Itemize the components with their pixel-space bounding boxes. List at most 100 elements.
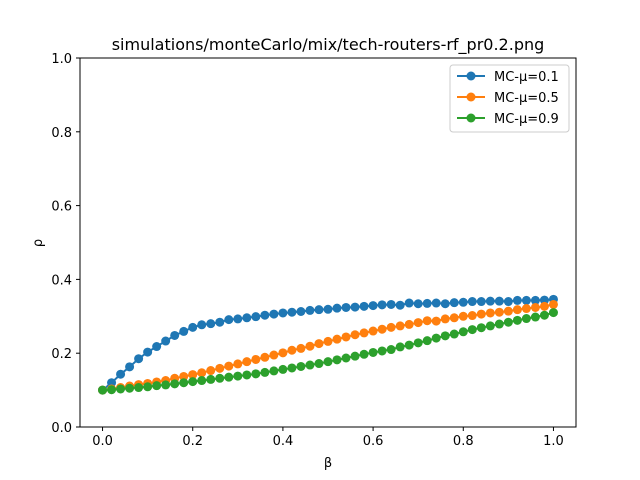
data-point [422,336,432,346]
data-point [179,326,189,336]
data-point [413,299,423,309]
data-point [521,295,531,305]
data-point [206,374,216,384]
y-tick-label: 0.8 [51,126,72,141]
data-point [224,315,234,325]
data-point [170,330,180,340]
legend-item: MC-μ=0.9 [457,112,559,127]
data-point [260,310,270,320]
data-point [116,369,126,379]
data-point [242,313,252,323]
data-point [134,383,144,393]
data-point [314,339,324,349]
data-point [530,295,540,305]
data-point [494,319,504,329]
legend-item: MC-μ=0.1 [457,70,559,85]
axes-layer: 0.0 0.2 0.4 0.6 0.8 1.0 0.0 0.2 0.4 0.6 0.8 1.0 [51,52,577,449]
legend: MC-μ=0.1 MC-μ=0.5 MC-μ=0.9 [449,64,570,133]
plot-frame [79,57,577,428]
data-point [476,297,486,307]
data-point [287,307,297,317]
data-point [548,299,558,309]
y-tick-label: 0.0 [51,421,72,436]
legend-label: MC-μ=0.5 [494,91,559,106]
data-point [278,348,288,358]
data-point [296,361,306,371]
data-point [323,357,333,367]
data-point [152,342,162,352]
data-point [233,359,243,369]
data-point [233,314,243,324]
data-point [269,309,279,319]
data-point [251,354,261,364]
data-point [413,318,423,328]
data-point [332,355,342,365]
data-point [215,363,225,373]
data-point [395,321,405,331]
data-point [206,366,216,376]
data-point [503,317,513,327]
data-point [188,377,198,387]
x-tick-label: 0.0 [92,434,113,449]
x-tick-label: 0.4 [273,434,294,449]
data-point [467,325,477,335]
data-point [413,338,423,348]
data-point [350,302,360,312]
data-point [134,354,144,364]
legend-marker [466,71,476,81]
data-point [332,303,342,313]
data-point [440,299,450,309]
data-point [161,336,171,346]
data-point [341,302,351,312]
data-point [287,345,297,355]
data-point [224,361,234,371]
data-point [404,319,414,329]
data-point [341,332,351,342]
data-point [260,352,270,362]
data-point [449,329,459,339]
data-point [386,345,396,355]
data-point [485,308,495,318]
data-point [476,309,486,319]
data-point [494,307,504,317]
y-tick-label: 0.6 [51,200,72,215]
data-point [116,384,126,394]
plot-layer [98,294,558,395]
data-point [350,330,360,340]
data-point [449,313,459,323]
data-point [143,347,153,357]
data-point [404,340,414,350]
y-axis-label: ρ [31,239,46,247]
data-point [494,296,504,306]
data-point [449,298,459,308]
data-point [386,322,396,332]
y-tick-label: 0.4 [51,273,72,288]
data-point [539,301,549,311]
data-point [305,341,315,351]
data-point [179,371,189,381]
data-point [521,304,531,314]
data-point [368,301,378,311]
data-point [269,366,279,376]
data-point [467,297,477,307]
chart-title: simulations/monteCarlo/mix/tech-routers-… [112,35,545,55]
legend-box [449,64,570,133]
data-point [206,319,216,329]
legend-label: MC-μ=0.9 [494,112,559,127]
x-tick-label: 0.2 [182,434,203,449]
data-point [323,336,333,346]
data-point [215,317,225,327]
data-point [188,322,198,332]
data-point [503,297,513,307]
data-point [539,295,549,305]
data-point [197,376,207,386]
data-point [431,298,441,308]
legend-marker [466,113,476,123]
data-point [458,311,468,321]
data-point [476,323,486,333]
data-point [395,342,405,352]
data-point [512,315,522,325]
data-point [431,333,441,343]
data-point [107,378,117,388]
data-point [305,360,315,370]
